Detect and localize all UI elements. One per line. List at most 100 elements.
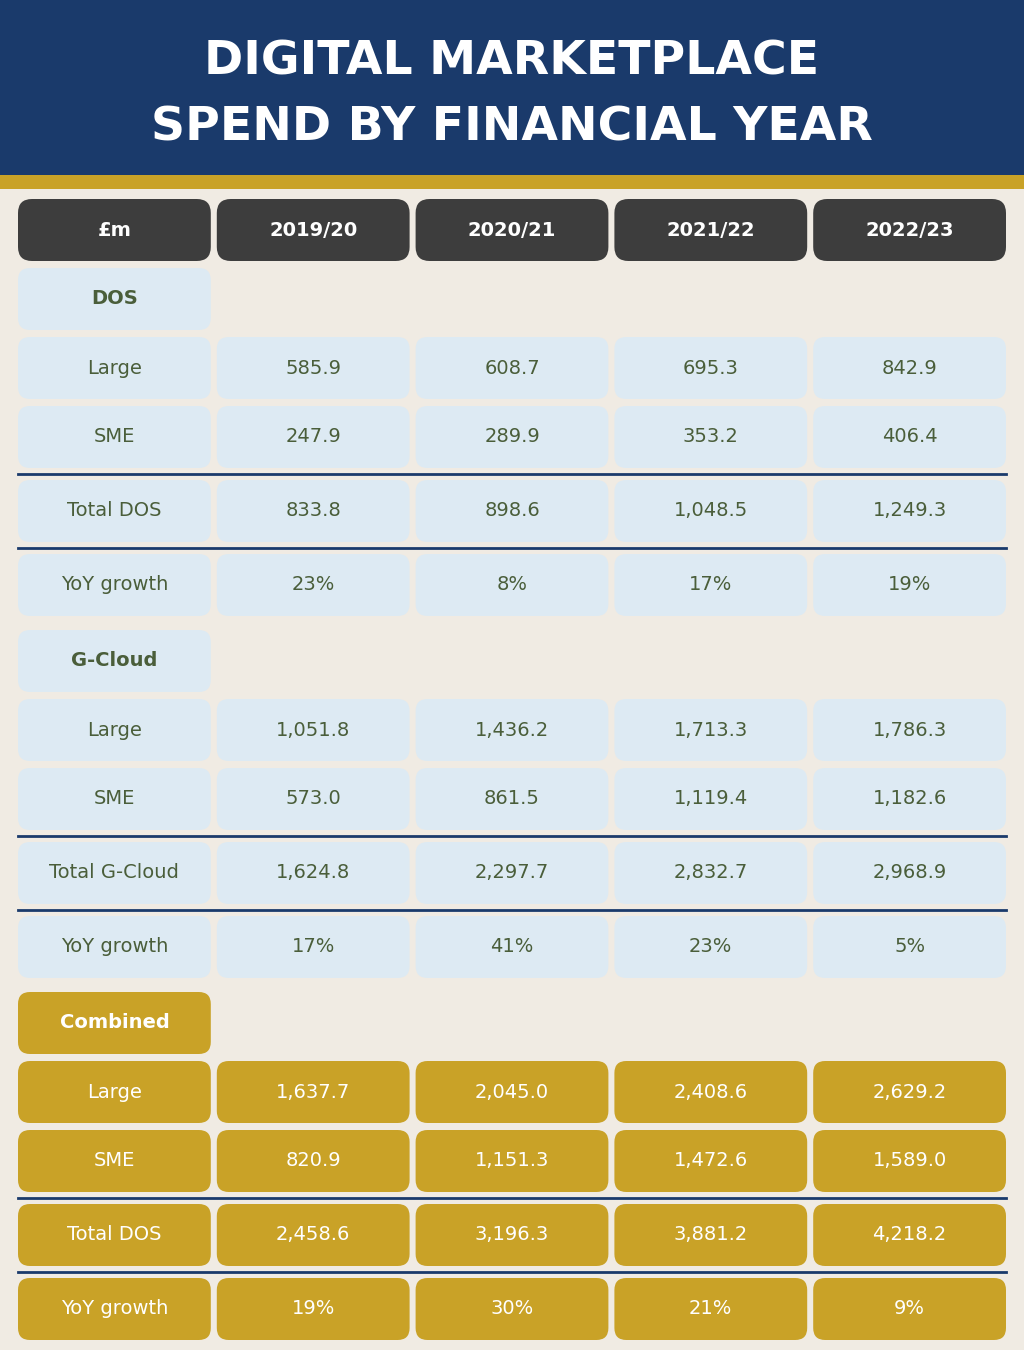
Text: 1,048.5: 1,048.5 xyxy=(674,501,748,521)
Text: 842.9: 842.9 xyxy=(882,359,938,378)
Text: 1,713.3: 1,713.3 xyxy=(674,721,748,740)
Text: 2,832.7: 2,832.7 xyxy=(674,864,748,883)
FancyBboxPatch shape xyxy=(813,1130,1006,1192)
FancyBboxPatch shape xyxy=(813,768,1006,830)
FancyBboxPatch shape xyxy=(217,338,410,400)
FancyBboxPatch shape xyxy=(614,198,807,261)
FancyBboxPatch shape xyxy=(416,1204,608,1266)
FancyBboxPatch shape xyxy=(416,768,608,830)
FancyBboxPatch shape xyxy=(18,269,211,329)
Text: 353.2: 353.2 xyxy=(683,428,738,447)
FancyBboxPatch shape xyxy=(217,1061,410,1123)
FancyBboxPatch shape xyxy=(813,699,1006,761)
Bar xyxy=(0,0,1024,176)
FancyBboxPatch shape xyxy=(217,1278,410,1341)
Bar xyxy=(0,176,1024,189)
Text: 1,151.3: 1,151.3 xyxy=(475,1152,549,1170)
FancyBboxPatch shape xyxy=(813,338,1006,400)
FancyBboxPatch shape xyxy=(614,1130,807,1192)
FancyBboxPatch shape xyxy=(18,917,211,977)
Text: 1,436.2: 1,436.2 xyxy=(475,721,549,740)
Text: 820.9: 820.9 xyxy=(286,1152,341,1170)
Text: 2,968.9: 2,968.9 xyxy=(872,864,947,883)
FancyBboxPatch shape xyxy=(217,699,410,761)
FancyBboxPatch shape xyxy=(18,768,211,830)
FancyBboxPatch shape xyxy=(217,198,410,261)
Text: 17%: 17% xyxy=(292,937,335,957)
Text: 1,589.0: 1,589.0 xyxy=(872,1152,947,1170)
Text: 833.8: 833.8 xyxy=(286,501,341,521)
FancyBboxPatch shape xyxy=(614,338,807,400)
Text: Combined: Combined xyxy=(59,1014,169,1033)
FancyBboxPatch shape xyxy=(614,917,807,977)
Text: DIGITAL MARKETPLACE: DIGITAL MARKETPLACE xyxy=(205,39,819,85)
FancyBboxPatch shape xyxy=(813,1278,1006,1341)
FancyBboxPatch shape xyxy=(18,1061,211,1123)
Text: 1,637.7: 1,637.7 xyxy=(276,1083,350,1102)
Text: Large: Large xyxy=(87,1083,142,1102)
Text: SPEND BY FINANCIAL YEAR: SPEND BY FINANCIAL YEAR xyxy=(152,105,872,150)
FancyBboxPatch shape xyxy=(416,842,608,904)
Text: 585.9: 585.9 xyxy=(286,359,341,378)
Text: SME: SME xyxy=(94,790,135,809)
Text: £m: £m xyxy=(97,220,131,239)
FancyBboxPatch shape xyxy=(217,768,410,830)
FancyBboxPatch shape xyxy=(217,554,410,616)
FancyBboxPatch shape xyxy=(813,198,1006,261)
FancyBboxPatch shape xyxy=(416,917,608,977)
Text: 1,472.6: 1,472.6 xyxy=(674,1152,748,1170)
FancyBboxPatch shape xyxy=(416,406,608,468)
Text: 41%: 41% xyxy=(490,937,534,957)
Text: 289.9: 289.9 xyxy=(484,428,540,447)
FancyBboxPatch shape xyxy=(217,1130,410,1192)
Text: 19%: 19% xyxy=(888,575,931,594)
FancyBboxPatch shape xyxy=(217,842,410,904)
FancyBboxPatch shape xyxy=(614,481,807,541)
Text: 3,196.3: 3,196.3 xyxy=(475,1226,549,1245)
FancyBboxPatch shape xyxy=(18,992,211,1054)
FancyBboxPatch shape xyxy=(614,842,807,904)
Text: 1,051.8: 1,051.8 xyxy=(276,721,350,740)
FancyBboxPatch shape xyxy=(813,1204,1006,1266)
FancyBboxPatch shape xyxy=(416,338,608,400)
FancyBboxPatch shape xyxy=(813,481,1006,541)
Text: 898.6: 898.6 xyxy=(484,501,540,521)
FancyBboxPatch shape xyxy=(614,768,807,830)
Text: 573.0: 573.0 xyxy=(286,790,341,809)
FancyBboxPatch shape xyxy=(416,481,608,541)
FancyBboxPatch shape xyxy=(614,1204,807,1266)
Text: Total DOS: Total DOS xyxy=(68,1226,162,1245)
Text: 4,218.2: 4,218.2 xyxy=(872,1226,947,1245)
FancyBboxPatch shape xyxy=(614,699,807,761)
FancyBboxPatch shape xyxy=(813,554,1006,616)
Text: 23%: 23% xyxy=(292,575,335,594)
Text: 608.7: 608.7 xyxy=(484,359,540,378)
FancyBboxPatch shape xyxy=(18,699,211,761)
FancyBboxPatch shape xyxy=(416,1278,608,1341)
Text: 1,249.3: 1,249.3 xyxy=(872,501,947,521)
FancyBboxPatch shape xyxy=(217,481,410,541)
Text: 17%: 17% xyxy=(689,575,732,594)
FancyBboxPatch shape xyxy=(18,1204,211,1266)
FancyBboxPatch shape xyxy=(416,699,608,761)
FancyBboxPatch shape xyxy=(18,554,211,616)
Text: 2022/23: 2022/23 xyxy=(865,220,953,239)
Text: DOS: DOS xyxy=(91,289,138,309)
FancyBboxPatch shape xyxy=(18,338,211,400)
FancyBboxPatch shape xyxy=(18,1278,211,1341)
Text: 19%: 19% xyxy=(292,1300,335,1319)
FancyBboxPatch shape xyxy=(18,842,211,904)
Text: 695.3: 695.3 xyxy=(683,359,738,378)
Text: Total DOS: Total DOS xyxy=(68,501,162,521)
Text: YoY growth: YoY growth xyxy=(60,937,168,957)
Text: 23%: 23% xyxy=(689,937,732,957)
Text: 8%: 8% xyxy=(497,575,527,594)
FancyBboxPatch shape xyxy=(614,1278,807,1341)
Text: Large: Large xyxy=(87,721,142,740)
Text: 2020/21: 2020/21 xyxy=(468,220,556,239)
Text: YoY growth: YoY growth xyxy=(60,575,168,594)
FancyBboxPatch shape xyxy=(416,1061,608,1123)
Text: 2,408.6: 2,408.6 xyxy=(674,1083,748,1102)
FancyBboxPatch shape xyxy=(813,406,1006,468)
Text: 5%: 5% xyxy=(894,937,925,957)
